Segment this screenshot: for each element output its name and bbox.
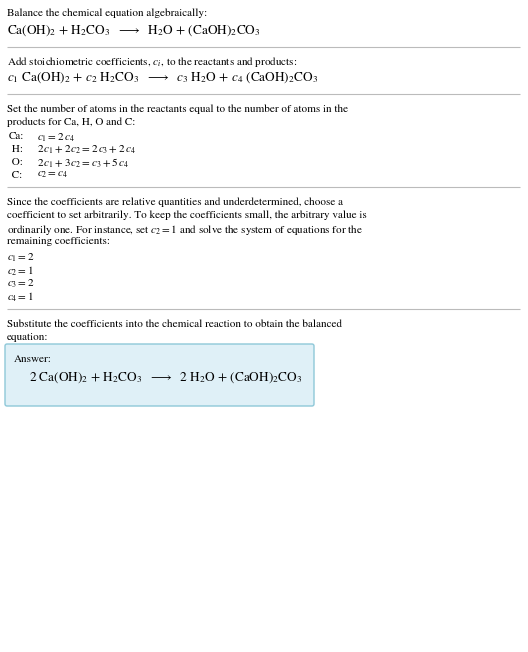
Text: equation:: equation: [7,332,49,342]
Text: Add stoichiometric coefficients, $c_i$, to the reactants and products:: Add stoichiometric coefficients, $c_i$, … [7,55,297,69]
Text: $2\,c_1 + 2\,c_2 = 2\,c_3 + 2\,c_4$: $2\,c_1 + 2\,c_2 = 2\,c_3 + 2\,c_4$ [37,144,136,156]
Text: Ca:: Ca: [9,131,24,141]
Text: remaining coefficients:: remaining coefficients: [7,236,110,246]
Text: O:: O: [9,157,23,167]
Text: Substitute the coefficients into the chemical reaction to obtain the balanced: Substitute the coefficients into the che… [7,319,342,329]
Text: products for Ca, H, O and C:: products for Ca, H, O and C: [7,117,135,126]
Text: H:: H: [9,144,23,154]
Text: Since the coefficients are relative quantities and underdetermined, choose a: Since the coefficients are relative quan… [7,197,343,207]
Text: $c_2 = 1$: $c_2 = 1$ [7,264,34,278]
Text: Answer:: Answer: [14,354,52,364]
Text: $c_4 = 1$: $c_4 = 1$ [7,290,34,303]
Text: ordinarily one. For instance, set $c_2 = 1$ and solve the system of equations fo: ordinarily one. For instance, set $c_2 =… [7,223,363,237]
Text: Balance the chemical equation algebraically:: Balance the chemical equation algebraica… [7,8,208,18]
Text: coefficient to set arbitrarily. To keep the coefficients small, the arbitrary va: coefficient to set arbitrarily. To keep … [7,210,367,220]
Text: $2\,c_1 + 3\,c_2 = c_3 + 5\,c_4$: $2\,c_1 + 3\,c_2 = c_3 + 5\,c_4$ [37,157,129,171]
Text: $c_1 = 2\,c_4$: $c_1 = 2\,c_4$ [37,131,74,143]
Text: $c_2 = c_4$: $c_2 = c_4$ [37,170,68,181]
Text: 2 Ca(OH)$_2$ + H$_2$CO$_3$  $\longrightarrow$  2 H$_2$O + (CaOH)$_2$CO$_3$: 2 Ca(OH)$_2$ + H$_2$CO$_3$ $\longrightar… [29,370,303,385]
Text: $c_1$ Ca(OH)$_2$ + $c_2$ H$_2$CO$_3$  $\longrightarrow$  $c_3$ H$_2$O + $c_4$ (C: $c_1$ Ca(OH)$_2$ + $c_2$ H$_2$CO$_3$ $\l… [7,70,318,85]
Text: $c_3 = 2$: $c_3 = 2$ [7,277,34,289]
Text: Set the number of atoms in the reactants equal to the number of atoms in the: Set the number of atoms in the reactants… [7,104,348,113]
Text: Ca(OH)$_2$ + H$_2$CO$_3$  $\longrightarrow$  H$_2$O + (CaOH)$_2$CO$_3$: Ca(OH)$_2$ + H$_2$CO$_3$ $\longrightarro… [7,23,261,38]
Text: C:: C: [9,170,22,179]
FancyBboxPatch shape [5,344,314,406]
Text: $c_1 = 2$: $c_1 = 2$ [7,251,34,263]
